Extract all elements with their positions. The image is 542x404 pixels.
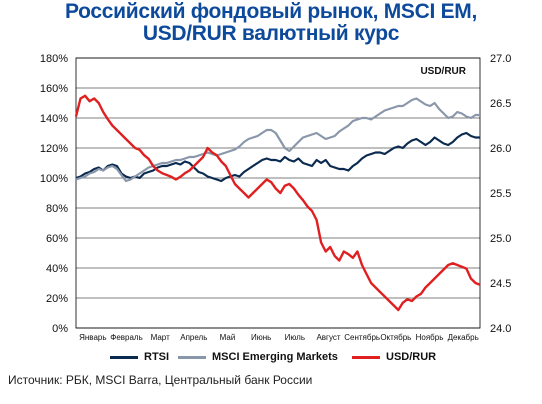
left-tick-label: 60% [46,233,68,245]
left-tick-label: 160% [40,83,68,95]
x-tick-label: Март [151,333,170,342]
right-tick-label: 26.5 [490,98,511,110]
series-line-usdrur [74,94,481,312]
right-axis-label: USD/RUR [420,66,466,77]
right-tick-label: 25.0 [490,233,511,245]
right-tick-label: 24.0 [490,323,511,335]
left-tick-label: 100% [40,173,68,185]
plot-frame [75,57,481,329]
x-tick-label: Май [220,333,236,342]
line-chart: 0% 20% 40% 60% 80% 100% 120% 140% 160% 180% 24.0 24… [40,53,512,342]
right-tick-label: 25.5 [490,188,511,200]
left-tick-label: 80% [46,203,68,215]
left-tick-label: 20% [46,293,68,305]
x-tick-label: Сентябрь [344,333,380,342]
legend-item-rtsi: RTSI [110,351,169,363]
left-tick-label: 40% [46,263,68,275]
legend-label-msci: MSCI Emerging Markets [212,351,338,363]
right-tick-label: 27.0 [490,53,511,65]
source-note: Источник: РБК, MSCI Barra, Центральный б… [8,373,313,387]
x-tick-label: Ноябрь [416,333,444,342]
left-tick-label: 140% [40,113,68,125]
x-tick-label: Апрель [180,333,207,342]
legend-swatch-msci [178,355,206,359]
legend-label-rtsi: RTSI [144,351,170,363]
legend-label-usdrur: USD/RUR [386,351,437,363]
legend-item-msci: MSCI Emerging Markets [178,351,338,363]
x-tick-label: Август [316,333,340,342]
legend-swatch-rtsi [110,355,138,359]
legend-item-usdrur: USD/RUR [352,351,436,363]
left-tick-label: 180% [40,53,68,65]
x-tick-label: Февраль [110,333,143,342]
x-tick-label: Октябрь [380,333,411,342]
right-tick-label: 24.5 [490,278,511,290]
chart-title-line-2: USD/RUR валютный курс [142,22,400,45]
left-tick-label: 120% [40,143,68,155]
x-tick-label: Декабрь [448,333,479,342]
x-tick-label: Июль [285,333,305,342]
x-tick-label: Июнь [251,333,271,342]
chart-legend: RTSI MSCI Emerging Markets USD/RUR [0,351,542,369]
series-line-msci [75,97,480,183]
x-tick-label: Январь [79,333,106,342]
legend-swatch-usdrur [352,355,380,359]
series-line-rtsi [75,131,480,183]
chart-title-line-1: Российский фондовый рынок, MSCI EM, [64,0,478,23]
right-tick-label: 26.0 [490,143,511,155]
left-tick-label: 0% [52,323,68,335]
